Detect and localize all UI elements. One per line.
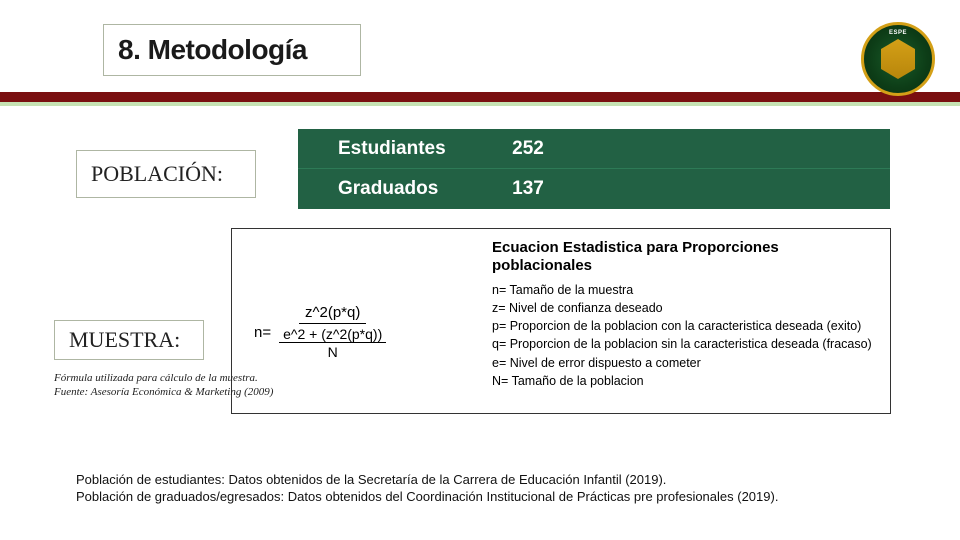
source-line2: Población de graduados/egresados: Datos … (76, 488, 916, 506)
table-row: Estudiantes 252 (298, 129, 890, 169)
row-label: Estudiantes (298, 138, 478, 160)
formula-denominator-sub: N (328, 343, 338, 360)
muestra-label-box: MUESTRA: (54, 320, 204, 360)
formula-numerator: z^2(p*q) (299, 304, 366, 324)
legend-N: N= Tamaño de la poblacion (492, 372, 882, 390)
formula-caption: Fórmula utilizada para cálculo de la mue… (54, 372, 314, 400)
page-title: 8. Metodología (118, 34, 307, 66)
poblacion-label: POBLACIÓN: (91, 161, 223, 187)
row-value: 137 (478, 178, 578, 200)
formula-legend: n= Tamaño de la muestra z= Nivel de conf… (492, 281, 882, 390)
shield-icon (881, 39, 915, 79)
divider-light (0, 102, 960, 106)
formula-title: Ecuacion Estadistica para Proporciones p… (492, 239, 872, 275)
source-line1: Población de estudiantes: Datos obtenido… (76, 471, 916, 489)
muestra-label: MUESTRA: (69, 327, 180, 353)
title-box: 8. Metodología (103, 24, 361, 76)
formula-lhs: n= (254, 324, 271, 341)
formula-denominator: e^2 + (z^2(p*q)) N (279, 324, 386, 360)
legend-p: p= Proporcion de la poblacion con la car… (492, 317, 882, 335)
legend-z: z= Nivel de confianza deseado (492, 299, 882, 317)
divider-dark (0, 92, 960, 102)
caption-line1: Fórmula utilizada para cálculo de la mue… (54, 372, 314, 386)
legend-e: e= Nivel de error dispuesto a cometer (492, 354, 882, 372)
formula-panel: Ecuacion Estadistica para Proporciones p… (231, 228, 891, 414)
poblacion-label-box: POBLACIÓN: (76, 150, 256, 198)
caption-line2: Fuente: Asesoría Económica & Marketing (… (54, 386, 314, 400)
sources-footer: Población de estudiantes: Datos obtenido… (76, 471, 916, 506)
row-value: 252 (478, 138, 578, 160)
row-label: Graduados (298, 178, 478, 200)
formula-fraction: z^2(p*q) e^2 + (z^2(p*q)) N (279, 304, 386, 360)
legend-q: q= Proporcion de la poblacion sin la car… (492, 335, 882, 353)
population-table: Estudiantes 252 Graduados 137 (298, 129, 890, 209)
logo-label: ESPE (889, 30, 907, 36)
formula-equation: n= z^2(p*q) e^2 + (z^2(p*q)) N (254, 304, 386, 360)
institution-logo: ESPE (861, 22, 935, 96)
table-row: Graduados 137 (298, 169, 890, 209)
formula-denominator-main: e^2 + (z^2(p*q)) (279, 326, 386, 343)
legend-n: n= Tamaño de la muestra (492, 281, 882, 299)
